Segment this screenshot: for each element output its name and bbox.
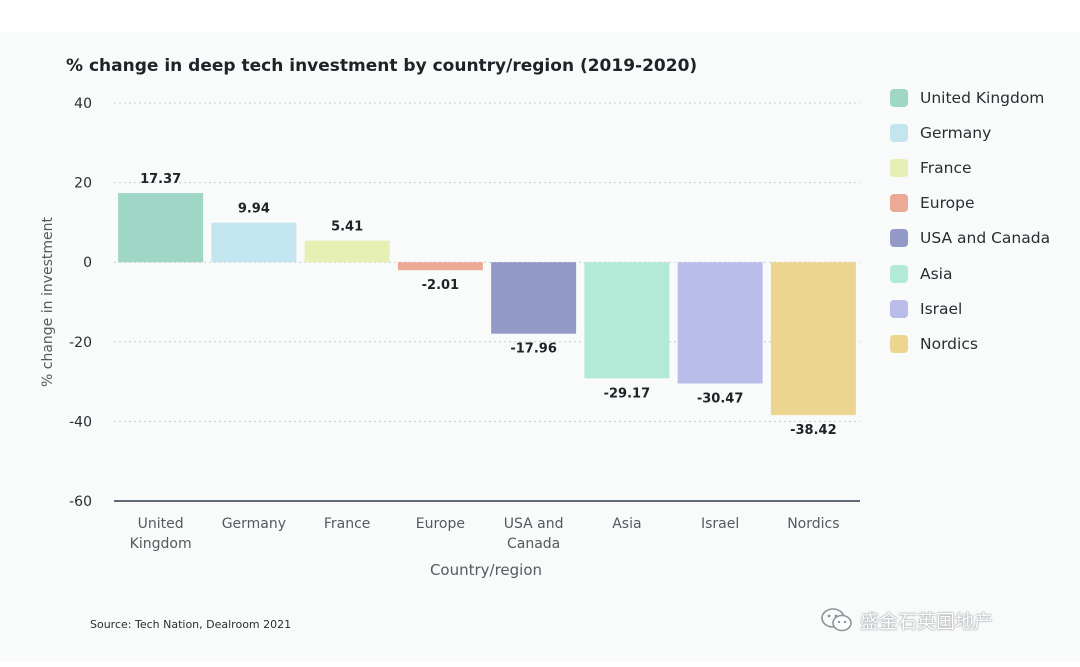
data-label: -2.01 [422, 278, 459, 293]
legend-swatch [890, 264, 908, 283]
legend-swatch [890, 299, 908, 318]
data-label: 9.94 [238, 202, 270, 217]
x-tick-label: Germany [222, 516, 286, 532]
bar [211, 222, 297, 263]
bar [118, 193, 204, 263]
legend-label: USA and Canada [920, 229, 1051, 248]
legend-item: Asia [890, 256, 1050, 291]
x-tick-label: USA and [504, 516, 564, 532]
legend-swatch [890, 158, 908, 177]
watermark: 盛金石英国地产 [820, 606, 993, 634]
legend-item: Europe [890, 186, 1050, 221]
bar [397, 262, 483, 271]
bar [304, 240, 390, 263]
data-label: -38.42 [790, 423, 837, 438]
x-tick-label: Europe [416, 516, 465, 532]
legend-item: Nordics [890, 326, 1050, 361]
chart-title: % change in deep tech investment by coun… [66, 56, 698, 76]
bar [677, 262, 763, 384]
x-tick-label: Israel [701, 516, 739, 532]
x-tick-label: France [324, 516, 371, 532]
legend-item: Israel [890, 291, 1050, 326]
legend-label: Nordics [920, 334, 978, 353]
legend-label: Israel [920, 299, 963, 318]
data-label: 5.41 [331, 220, 363, 235]
x-tick-label: Nordics [787, 516, 839, 532]
legend-swatch [890, 123, 908, 142]
legend-swatch [890, 194, 908, 213]
bar [584, 262, 670, 379]
legend-item: USA and Canada [890, 221, 1050, 256]
legend-item: Germany [890, 115, 1050, 150]
x-tick-label: United [138, 516, 184, 532]
chart-legend: United Kingdom Germany France Europe USA and… [890, 80, 1050, 362]
data-label: 17.37 [140, 172, 181, 187]
legend-label: Asia [920, 264, 953, 283]
data-label: -30.47 [697, 391, 744, 406]
y-tick-label: 20 [74, 176, 92, 192]
y-tick-label: -20 [69, 335, 92, 351]
y-tick-label: 40 [74, 96, 92, 112]
data-label: -29.17 [604, 386, 651, 401]
legend-label: Europe [920, 194, 975, 213]
legend-label: France [920, 158, 972, 177]
legend-item: France [890, 150, 1050, 185]
x-axis-label: Country/region [429, 561, 543, 579]
wechat-icon [821, 608, 852, 632]
x-tick-label: Asia [612, 516, 641, 532]
bar [491, 262, 577, 334]
data-label: -17.96 [510, 342, 557, 357]
y-tick-label: 0 [83, 255, 92, 271]
bar [770, 262, 856, 416]
legend-label: United Kingdom [920, 88, 1045, 107]
legend-label: Germany [920, 123, 992, 142]
x-tick-label: Canada [507, 536, 560, 552]
source-note: Source: Tech Nation, Dealroom 2021 [90, 618, 292, 631]
legend-item: United Kingdom [890, 80, 1050, 115]
legend-swatch [890, 334, 908, 353]
y-tick-label: -60 [69, 494, 92, 510]
y-tick-label: -40 [69, 414, 92, 430]
legend-swatch [890, 229, 908, 248]
legend-swatch [890, 88, 908, 107]
x-tick-label: Kingdom [130, 536, 192, 552]
watermark-text: 盛金石英国地产 [860, 610, 994, 633]
